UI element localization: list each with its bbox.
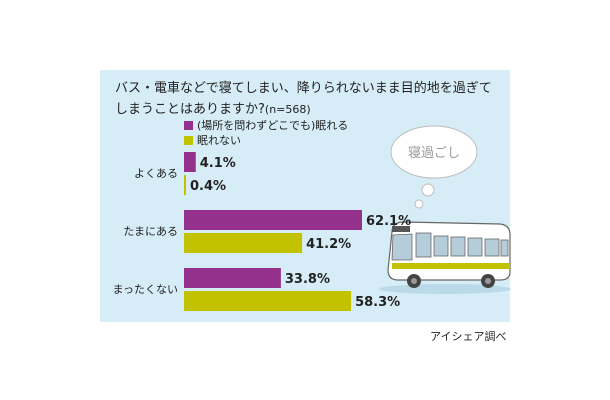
category-label: よくある [134,167,178,180]
data-label: 62.1% [366,214,411,229]
bars-layer: よくある 4.1% 0.4% たまにある 62.1% 41.2% まったくない 33.8% 58… [112,152,411,311]
sample-size-note: (n=568) [264,103,311,116]
legend-label-sleep-anywhere: (場所を問わずどこでも)眠れる [197,119,349,132]
thought-bubble: 寝過ごし [390,125,478,209]
bar-cannot-sleep [184,233,303,253]
bar-sleep-anywhere [184,210,362,230]
legend-item-cannot-sleep: 眠れない [184,133,241,147]
category-label: たまにある [123,225,178,238]
question-line-1: バス・電車などで寝てしまい、降りられないまま目的地を過ぎて [115,81,492,96]
question-line-2: しまうことはありますか? [115,102,265,117]
data-label: 4.1% [200,156,236,171]
legend-item-sleep-anywhere: (場所を問わずどこでも)眠れる [184,118,348,132]
data-label: 33.8% [285,272,330,287]
legend-label-cannot-sleep: 眠れない [197,134,241,147]
legend-swatch-purple [184,120,193,130]
bar-cannot-sleep [184,175,186,195]
bus-illustration [379,221,511,294]
bar-sleep-anywhere [184,268,281,288]
legend-swatch-green [184,135,193,145]
data-label: 58.3% [355,295,400,310]
category-label: まったくない [112,283,178,296]
bar-cannot-sleep [184,291,352,311]
bar-sleep-anywhere [184,152,196,172]
data-label: 0.4% [190,179,226,194]
source-credit: アイシェア調べ [430,330,507,343]
data-label: 41.2% [306,237,351,252]
bubble-text: 寝過ごし [408,145,460,161]
chart-question: バス・電車などで寝てしまい、降りられないまま目的地を過ぎて しまうことはありますか… [115,78,515,120]
